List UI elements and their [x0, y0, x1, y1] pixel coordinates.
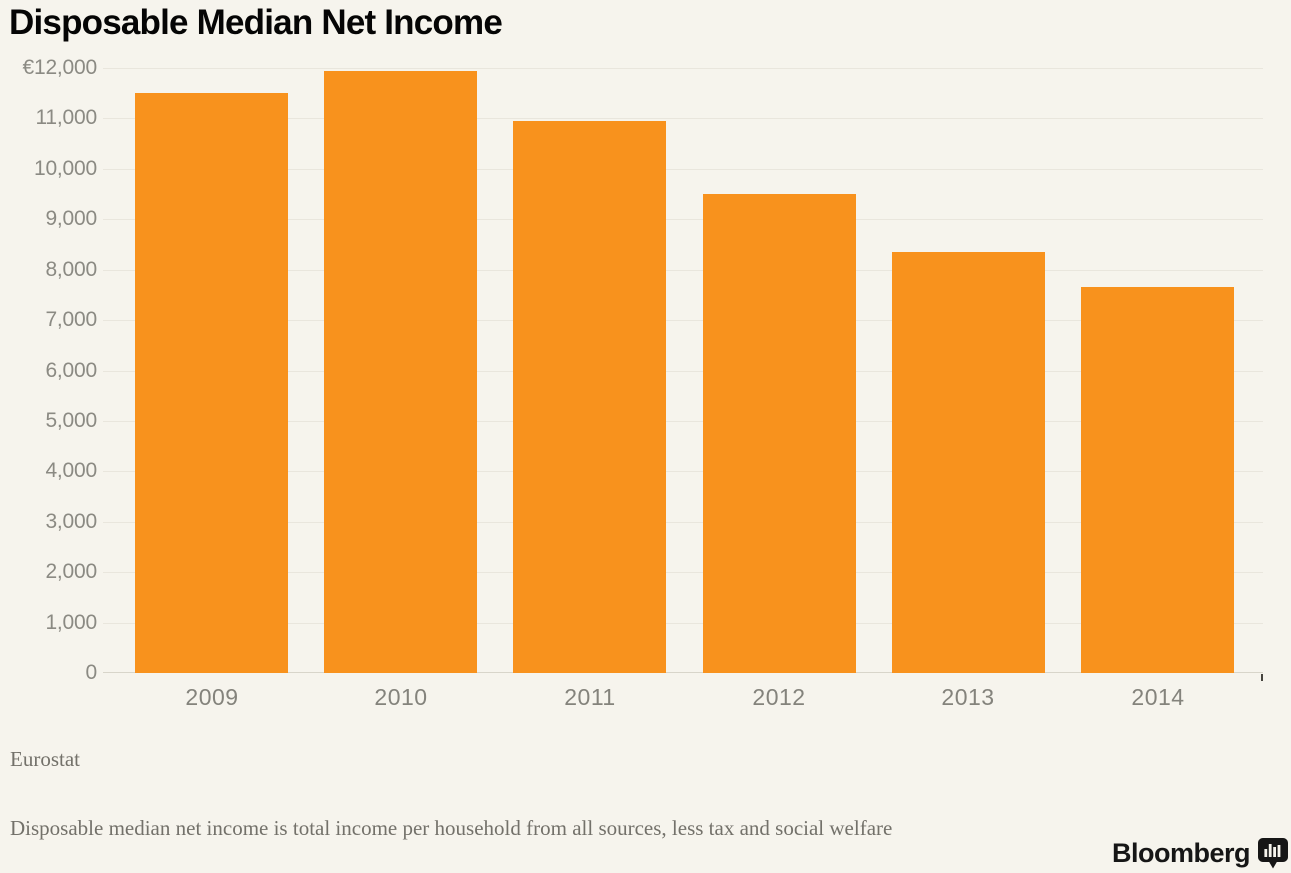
gridline-1000: [103, 623, 1263, 624]
gridline-8000: [103, 270, 1263, 271]
y-tick-label-2000: 2,000: [45, 560, 97, 584]
x-axis-baseline: [103, 672, 1263, 673]
y-tick-label-0: 0: [85, 661, 98, 684]
gridline-10000: [103, 169, 1263, 170]
gridline-3000: [103, 522, 1263, 523]
bar-2013: [892, 252, 1045, 673]
y-tick-label-5000: 5,000: [45, 408, 97, 432]
gridline-11000: [103, 118, 1263, 119]
bar-2011: [513, 121, 666, 673]
x-tick-label-2014: 2014: [1131, 684, 1185, 710]
y-tick-label-12000: €12,000: [22, 56, 97, 79]
chart-title: Disposable Median Net Income: [9, 3, 503, 42]
y-axis: 0 1,000 2,000 3,000 4,000 5,000 6,000 7,000 8,00…: [0, 56, 98, 684]
x-axis: 2009 2010 2011 2012 2013 2014: [0, 684, 1291, 714]
gridline-6000: [103, 371, 1263, 372]
bar-2012: [703, 194, 856, 673]
y-tick-label-3000: 3,000: [45, 509, 97, 533]
source-label: Eurostat: [10, 747, 80, 771]
bloomberg-logo: Bloomberg: [1112, 838, 1288, 869]
x-tick-label-2010: 2010: [374, 684, 428, 710]
x-tick-label-2011: 2011: [564, 684, 616, 710]
x-axis-end-tick: [1261, 674, 1263, 681]
x-tick-label-2013: 2013: [941, 684, 995, 710]
x-tick-label-2009: 2009: [185, 684, 239, 710]
y-tick-label-9000: 9,000: [45, 207, 97, 231]
gridline-9000: [103, 219, 1263, 220]
y-tick-label-6000: 6,000: [45, 358, 97, 382]
bar-2010: [324, 71, 477, 673]
gridline-4000: [103, 471, 1263, 472]
bloomberg-wordmark: Bloomberg: [1111, 838, 1251, 868]
gridline-7000: [103, 320, 1263, 321]
bloomberg-chart-bubble-icon: [1258, 838, 1288, 869]
gridline-12000: [103, 68, 1263, 69]
gridline-5000: [103, 421, 1263, 422]
plot-area: [103, 68, 1263, 681]
chart-footnote: Disposable median net income is total in…: [10, 816, 893, 840]
bar-2014: [1081, 287, 1234, 673]
y-tick-label-8000: 8,000: [45, 257, 97, 281]
y-tick-label-1000: 1,000: [45, 610, 97, 634]
y-tick-label-7000: 7,000: [45, 308, 97, 332]
gridline-2000: [103, 572, 1263, 573]
bar-2009: [135, 93, 288, 673]
x-tick-label-2012: 2012: [752, 684, 806, 710]
y-tick-label-11000: 11,000: [35, 106, 98, 130]
y-tick-label-4000: 4,000: [45, 459, 97, 483]
y-tick-label-10000: 10,000: [33, 156, 97, 180]
